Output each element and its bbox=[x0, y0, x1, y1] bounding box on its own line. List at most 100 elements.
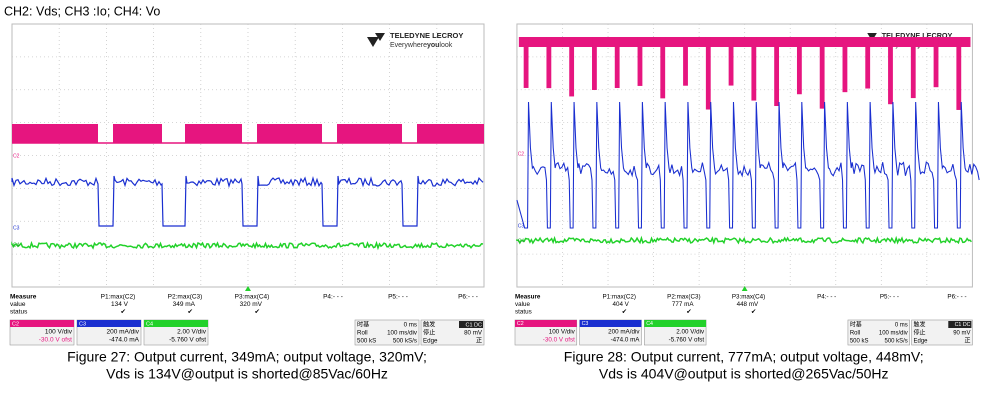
vds-trace bbox=[592, 37, 597, 90]
measure-param: P6:- - - bbox=[458, 294, 478, 301]
trigger-source-bg bbox=[948, 321, 972, 328]
tagline: Everywhereyoulook bbox=[390, 42, 453, 49]
channel-header bbox=[644, 320, 707, 327]
vds-trace bbox=[660, 37, 666, 99]
measure-row-label: Measure bbox=[515, 294, 541, 301]
channel-header bbox=[10, 320, 74, 327]
vds-trace bbox=[728, 37, 734, 86]
vo-trace bbox=[516, 235, 972, 246]
figure-caption: Figure 27: Output current, 349mA; output… bbox=[67, 349, 427, 365]
channel-scale: 100 V/div bbox=[45, 329, 73, 336]
channel-name: C2 bbox=[12, 321, 19, 327]
logo-icon bbox=[367, 33, 385, 47]
measure-row-label: status bbox=[515, 309, 532, 316]
channel-offset: -5.760 V ofst bbox=[669, 337, 705, 344]
status-text: 时基 bbox=[357, 321, 369, 329]
measure-row-label: value bbox=[515, 301, 530, 308]
channel-header bbox=[77, 320, 141, 327]
measure-status: ✔ bbox=[751, 309, 756, 316]
vds-trace bbox=[888, 37, 893, 105]
vds-trace bbox=[819, 37, 825, 109]
vds-trace bbox=[910, 37, 916, 99]
measure-row-label: Measure bbox=[10, 294, 37, 301]
vo-trace bbox=[11, 240, 484, 251]
tagline-part: Everywhere bbox=[390, 42, 427, 49]
status-text: 80 mV bbox=[464, 330, 483, 337]
status-text: 100 ms/div bbox=[879, 330, 909, 337]
vds-trace bbox=[518, 37, 971, 47]
status-text: Edge bbox=[914, 338, 929, 345]
channel-scale: 100 V/div bbox=[549, 329, 576, 336]
measure-status: ✔ bbox=[686, 309, 691, 316]
status-text: 500 kS bbox=[850, 338, 869, 345]
vds-trace bbox=[865, 37, 871, 89]
measure-param: P3:max(C4) bbox=[732, 294, 765, 301]
measure-param: P2:max(C3) bbox=[168, 294, 203, 301]
measure-row-label: status bbox=[10, 309, 28, 316]
vds-trace bbox=[569, 37, 575, 97]
measure-value: 134 V bbox=[111, 301, 129, 308]
trigger-source: C1 DC bbox=[955, 322, 971, 328]
status-text: Roll bbox=[357, 330, 368, 337]
figure: TELEDYNE LECROY Everywhereyoulook C2 C3 C4 Me… bbox=[9, 23, 485, 346]
channel-offset: -30.0 V ofst bbox=[39, 337, 72, 344]
channel-marker: C3 bbox=[518, 223, 524, 229]
measure-value: 349 mA bbox=[173, 301, 196, 308]
measure-param: P5:- - - bbox=[880, 294, 899, 301]
measure-status: ✔ bbox=[622, 309, 627, 316]
channel-offset: -5.760 V ofst bbox=[169, 337, 206, 344]
vds-trace bbox=[956, 37, 962, 110]
measure-status: ✔ bbox=[255, 309, 261, 316]
channel-scale: 2.00 V/div bbox=[676, 329, 705, 336]
vds-trace bbox=[933, 37, 939, 88]
channel-name: C3 bbox=[582, 321, 589, 327]
measure-param: P1:max(C2) bbox=[603, 294, 636, 301]
vds-trace bbox=[523, 37, 529, 88]
vds-trace bbox=[337, 124, 402, 143]
status-text: 停止 bbox=[914, 329, 926, 337]
figure-caption: Vds is 404V@output is shorted@265Vac/50H… bbox=[599, 366, 889, 382]
waveforms bbox=[516, 37, 980, 246]
figure-caption: Figure 28: Output current, 777mA; output… bbox=[564, 349, 924, 365]
channel-marker: C2 bbox=[518, 151, 524, 157]
measure-param: P6:- - - bbox=[947, 294, 966, 301]
status-text: 触发 bbox=[423, 321, 435, 329]
trigger-source: C1 DC bbox=[465, 322, 482, 328]
status-text: Roll bbox=[850, 330, 860, 337]
channel-header bbox=[579, 320, 642, 327]
vds-trace bbox=[257, 124, 322, 143]
measure-param: P4:- - - bbox=[323, 294, 343, 301]
status-text: 500 kS/s bbox=[393, 338, 417, 345]
channel-offset: -474.0 mA bbox=[611, 337, 641, 344]
vds-trace bbox=[751, 37, 757, 101]
brand: TELEDYNE LECROY bbox=[882, 31, 953, 40]
status-text: 100 ms/div bbox=[387, 330, 418, 337]
measure-row-label: value bbox=[10, 301, 26, 308]
timebase-box bbox=[847, 319, 910, 346]
status-text: 0 ms bbox=[895, 322, 908, 329]
vds-trace bbox=[842, 37, 848, 93]
trigger-marker bbox=[741, 286, 748, 291]
channel-scale: 2.00 V/div bbox=[177, 329, 207, 336]
status-text: Edge bbox=[423, 338, 438, 345]
channel-marker: C4 bbox=[518, 238, 524, 244]
channel-scale: 200 mA/div bbox=[106, 329, 139, 336]
channel-marker: C2 bbox=[13, 153, 20, 159]
channel-scale: 200 mA/div bbox=[608, 329, 640, 336]
tagline-part: you bbox=[427, 42, 439, 49]
vds-trace bbox=[185, 124, 242, 143]
channel-name: C4 bbox=[146, 321, 153, 327]
vds-trace bbox=[637, 37, 643, 86]
measure-status: ✔ bbox=[188, 309, 194, 316]
channel-offset: -474.0 mA bbox=[109, 337, 140, 344]
measure-param: P2:max(C3) bbox=[667, 294, 700, 301]
measure-param: P3:max(C4) bbox=[235, 294, 270, 301]
status-text: 90 mV bbox=[953, 330, 971, 337]
vds-trace bbox=[705, 37, 711, 110]
status-text: 触发 bbox=[914, 321, 926, 329]
measure-status: ✔ bbox=[121, 309, 127, 316]
header: CH2: Vds; CH3 :Io; CH4: Vo bbox=[4, 4, 160, 18]
vds-trace bbox=[796, 37, 802, 95]
waveforms bbox=[11, 124, 484, 251]
